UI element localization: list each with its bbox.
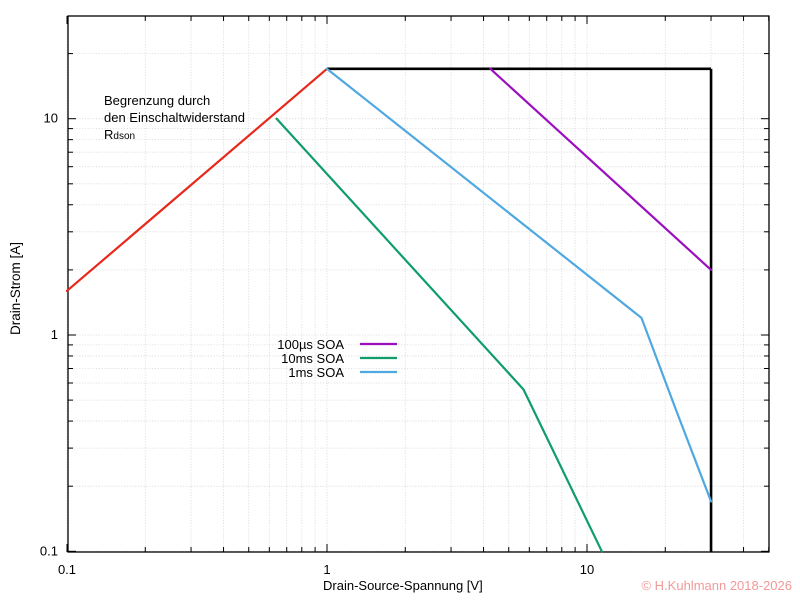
- svg-text:0.1: 0.1: [40, 543, 58, 558]
- svg-text:10: 10: [580, 562, 594, 577]
- svg-text:10: 10: [44, 111, 58, 126]
- svg-text:0.1: 0.1: [58, 562, 76, 577]
- svg-text:1: 1: [323, 562, 330, 577]
- svg-text:1: 1: [51, 327, 58, 342]
